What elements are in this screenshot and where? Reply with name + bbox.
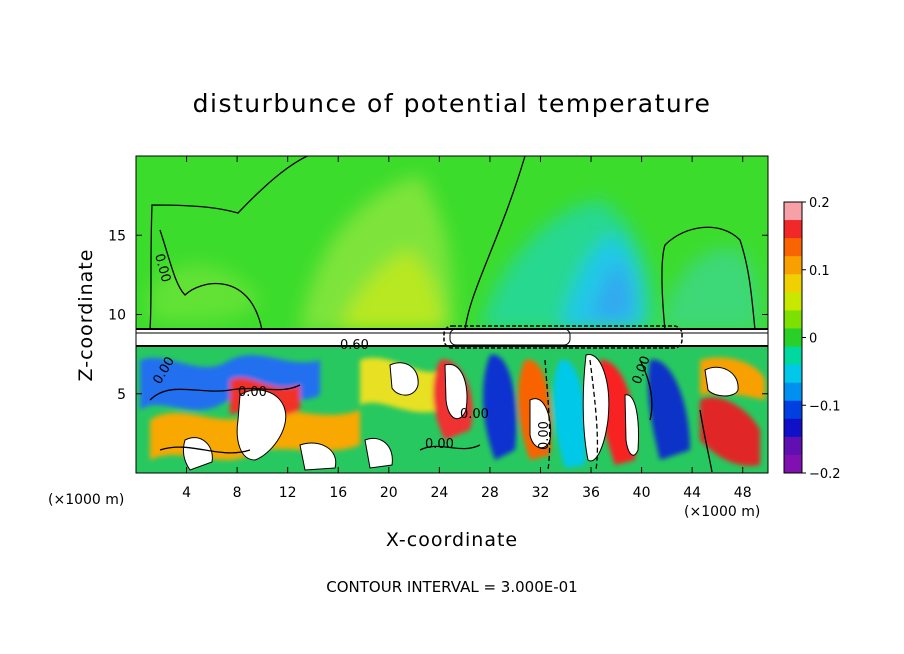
y-axis-ticks: 5 10 15: [108, 228, 768, 403]
x-tick-label: 40: [633, 485, 651, 501]
x-tick-label: 4: [182, 485, 191, 501]
x-tick-label: 24: [430, 485, 448, 501]
x-axis-ticks: 4 8 12 16 20 24 28 32 36 40 44 48: [182, 156, 752, 501]
colorbar-swatch: [784, 382, 802, 402]
contour-label: 0.00: [460, 407, 489, 422]
x-tick-label: 48: [734, 485, 752, 501]
x-tick-label: 28: [481, 485, 499, 501]
plot-area: [136, 156, 768, 473]
colorbar-swatch: [784, 418, 802, 438]
colorbar-swatch: [784, 202, 802, 221]
x-tick-label: 44: [683, 485, 701, 501]
contour-label: 0.00: [238, 385, 267, 400]
contour-label: 0.00: [425, 437, 454, 452]
upper-field-shading: [150, 175, 760, 331]
colorbar-tick-label: 0.2: [809, 196, 830, 211]
colorbar-swatch: [784, 310, 802, 329]
y-tick-label: 15: [108, 228, 126, 244]
colorbar-swatch: [784, 256, 802, 275]
colorbar-tick-label: 0.1: [809, 264, 830, 279]
colorbar-tick-label: −0.1: [809, 399, 841, 414]
x-tick-label: 36: [582, 485, 600, 501]
colorbar-swatch: [784, 292, 802, 311]
x-tick-label: 8: [233, 485, 242, 501]
x-tick-label: 16: [329, 485, 347, 501]
colorbar-swatch: [784, 364, 802, 384]
y-tick-label: 5: [117, 387, 126, 403]
x-axis-label: X-coordinate: [386, 529, 518, 551]
colorbar-swatch: [784, 400, 802, 420]
y-axis-label: Z-coordinate: [75, 249, 97, 382]
colorbar-swatch: [784, 274, 802, 293]
colorbar-tick-label: −0.2: [809, 467, 841, 482]
colorbar-tick-label: 0: [809, 332, 817, 347]
colorbar-swatch: [784, 454, 802, 474]
x-tick-label: 20: [380, 485, 398, 501]
colorbar-swatch: [784, 436, 802, 456]
contour-lines: [149, 156, 756, 473]
x-tick-label: 32: [532, 485, 550, 501]
contour-interval-note: CONTOUR INTERVAL = 3.000E-01: [326, 578, 577, 596]
boundary-band: [136, 325, 768, 349]
x-unit-left: (×1000 m): [48, 492, 124, 508]
contour-label: 0.60: [340, 338, 369, 353]
colorbar-swatch: [784, 328, 802, 348]
colorbar: 0.2 0.1 0 −0.1 −0.2: [783, 196, 841, 482]
colorbar-swatch: [784, 346, 802, 366]
chart-title: disturbunce of potential temperature: [193, 89, 712, 118]
contour-label: 0.00: [151, 252, 173, 284]
colorbar-swatch: [784, 238, 802, 257]
y-tick-label: 10: [108, 308, 126, 324]
x-unit-right: (×1000 m): [684, 504, 760, 520]
x-tick-label: 12: [279, 485, 297, 501]
contour-label: 0.00: [537, 421, 552, 450]
white-vortices: [182, 354, 739, 471]
colorbar-swatch: [784, 220, 802, 239]
